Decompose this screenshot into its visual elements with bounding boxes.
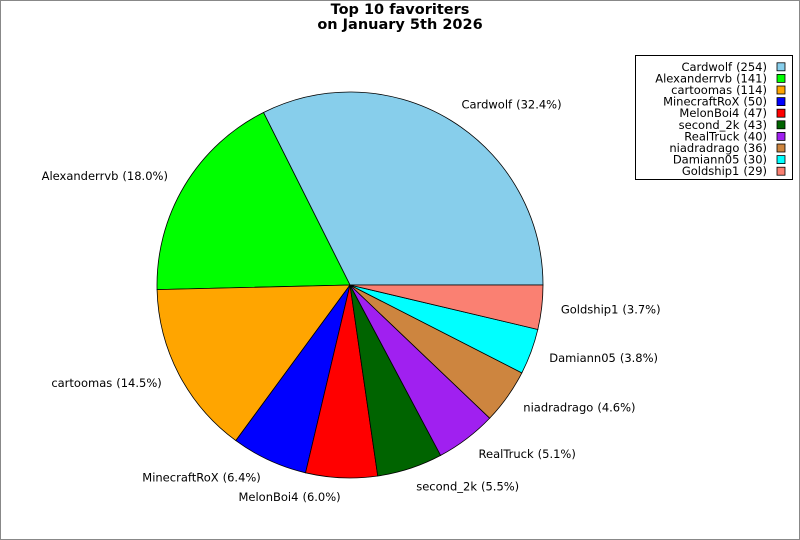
slice-label-percent: (14.5%) — [116, 376, 162, 390]
slice-label: MelonBoi4 (6.0%) — [238, 490, 340, 504]
chart-subtitle: on January 5th 2026 — [317, 17, 482, 33]
legend-count: (114) — [736, 83, 767, 97]
legend-count: (29) — [743, 164, 767, 178]
slice-label: Cardwolf (32.4%) — [461, 97, 561, 111]
legend-label: MinecraftRoX (50) — [663, 94, 767, 108]
legend-count: (36) — [743, 141, 767, 155]
slice-label: MinecraftRoX (6.4%) — [142, 470, 261, 484]
legend-swatch — [776, 97, 786, 106]
slice-label-name: MelonBoi4 — [238, 490, 298, 504]
pie-slice — [349, 284, 544, 330]
slice-label-name: cartoomas — [51, 376, 112, 390]
slice-label: Alexanderrvb (18.0%) — [42, 168, 168, 182]
slice-label: RealTruck (5.1%) — [479, 446, 576, 460]
legend-label: Alexanderrvb (141) — [655, 71, 767, 85]
legend-swatch — [776, 108, 786, 118]
legend-name: second_2k — [679, 117, 740, 131]
slice-label-name: RealTruck — [479, 446, 534, 460]
legend-count: (254) — [736, 59, 767, 73]
slice-label-percent: (3.7%) — [622, 302, 660, 316]
legend-box — [635, 55, 793, 180]
slice-label-percent: (5.1%) — [538, 446, 576, 460]
legend-name: Goldship1 — [682, 164, 740, 178]
slice-label-percent: (3.8%) — [620, 351, 658, 365]
legend-name: RealTruck — [684, 129, 739, 143]
legend-label: MelonBoi4 (47) — [679, 106, 767, 120]
legend-label: Cardwolf (254) — [681, 59, 767, 73]
slice-label: Goldship1 (3.7%) — [561, 302, 661, 316]
legend-name: Damiann05 — [673, 152, 740, 166]
slice-label: niadradrago (4.6%) — [523, 400, 635, 414]
legend-swatch — [776, 166, 786, 176]
chart-title: Top 10 favoriters — [331, 2, 470, 18]
slice-label-name: Cardwolf — [461, 97, 513, 111]
legend-count: (43) — [743, 117, 767, 131]
slice-label-name: Goldship1 — [561, 302, 619, 316]
slice-label-percent: (32.4%) — [516, 97, 562, 111]
slice-label: cartoomas (14.5%) — [51, 376, 161, 390]
legend-swatch — [776, 74, 786, 83]
legend-label: Goldship1 (29) — [682, 164, 767, 178]
slice-label: second_2k (5.5%) — [416, 479, 519, 493]
legend-name: cartoomas — [671, 83, 732, 97]
pie-slice — [156, 284, 351, 442]
legend-name: MelonBoi4 — [679, 106, 739, 120]
slice-label-name: Alexanderrvb — [42, 168, 119, 182]
legend-name: Alexanderrvb — [655, 71, 732, 85]
slice-label-percent: (4.6%) — [597, 400, 635, 414]
legend-name: Cardwolf — [681, 59, 733, 73]
legend-swatch — [776, 62, 786, 72]
legend-count: (30) — [743, 152, 767, 166]
slice-label-name: second_2k — [416, 479, 477, 493]
legend-count: (141) — [736, 71, 767, 85]
legend-label: second_2k (43) — [679, 117, 767, 131]
slice-label-percent: (5.5%) — [481, 479, 519, 493]
slice-label: Damiann05 (3.8%) — [549, 351, 658, 365]
slice-label-percent: (6.4%) — [223, 470, 261, 484]
legend-swatch — [776, 131, 786, 141]
pie-slice — [156, 111, 351, 291]
slice-label-name: Damiann05 — [549, 351, 616, 365]
legend-name: niadradrago — [669, 141, 739, 155]
legend-label: niadradrago (36) — [669, 141, 767, 155]
legend-count: (50) — [743, 94, 767, 108]
slice-label-name: niadradrago — [523, 400, 593, 414]
legend-swatch — [776, 120, 786, 130]
legend-swatch — [776, 155, 786, 165]
slice-label-percent: (6.0%) — [302, 490, 340, 504]
legend-count: (47) — [743, 106, 767, 120]
legend-name: MinecraftRoX — [663, 94, 739, 108]
legend-swatch — [776, 85, 786, 95]
legend-swatch — [776, 143, 786, 153]
pie-slice — [262, 91, 544, 286]
legend-count: (40) — [743, 129, 767, 143]
legend-label: Damiann05 (30) — [673, 152, 767, 166]
legend-label: RealTruck (40) — [684, 129, 767, 143]
legend-label: cartoomas (114) — [671, 83, 767, 97]
slice-label-name: MinecraftRoX — [142, 470, 218, 484]
slice-label-percent: (18.0%) — [122, 168, 168, 182]
